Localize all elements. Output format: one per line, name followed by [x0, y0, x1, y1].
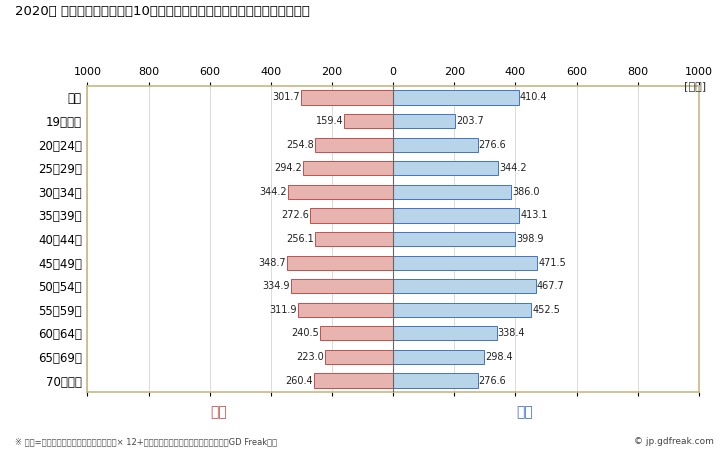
Text: 471.5: 471.5 [538, 258, 566, 267]
Bar [310, 208, 393, 222]
Bar [288, 185, 393, 199]
Bar [393, 350, 484, 364]
Bar [314, 373, 393, 388]
Bar [287, 256, 393, 270]
Text: 338.4: 338.4 [497, 328, 525, 338]
Text: 452.5: 452.5 [532, 305, 561, 315]
Bar [393, 138, 478, 152]
Bar [393, 114, 456, 128]
Bar [325, 350, 393, 364]
Bar [290, 279, 393, 293]
Text: 2020年 民間企業（従業者数10人以上）フルタイム労働者の男女別平均年収: 2020年 民間企業（従業者数10人以上）フルタイム労働者の男女別平均年収 [15, 5, 309, 18]
Text: 256.1: 256.1 [286, 234, 314, 244]
Bar [298, 303, 393, 317]
Text: 344.2: 344.2 [499, 163, 527, 173]
Bar [393, 161, 499, 175]
Bar [393, 256, 537, 270]
Text: 254.8: 254.8 [287, 140, 314, 150]
Text: ※ 年収=「きまって支給する現金給与額」× 12+「年間賞与その他特別給与額」としてGD Freak推計: ※ 年収=「きまって支給する現金給与額」× 12+「年間賞与その他特別給与額」と… [15, 437, 277, 446]
Text: 334.9: 334.9 [262, 281, 290, 291]
Text: [万円]: [万円] [684, 81, 706, 91]
Bar [393, 90, 518, 105]
Bar [393, 303, 531, 317]
Text: 276.6: 276.6 [478, 376, 507, 386]
Text: 298.4: 298.4 [486, 352, 513, 362]
Bar [393, 185, 511, 199]
Text: 467.7: 467.7 [537, 281, 565, 291]
Text: 260.4: 260.4 [285, 376, 312, 386]
Bar [393, 279, 536, 293]
Text: 276.6: 276.6 [478, 140, 507, 150]
Bar [393, 208, 520, 222]
Text: 344.2: 344.2 [259, 187, 287, 197]
Text: 223.0: 223.0 [296, 352, 324, 362]
Bar [301, 90, 393, 105]
Bar [344, 114, 393, 128]
Text: 女性: 女性 [210, 405, 227, 420]
Text: 410.4: 410.4 [520, 92, 547, 102]
Text: 294.2: 294.2 [274, 163, 302, 173]
Text: 413.1: 413.1 [521, 211, 548, 221]
Text: 272.6: 272.6 [281, 211, 309, 221]
Text: 386.0: 386.0 [512, 187, 539, 197]
Text: 159.4: 159.4 [316, 116, 344, 126]
Text: 203.7: 203.7 [456, 116, 484, 126]
Text: 240.5: 240.5 [291, 328, 319, 338]
Bar [393, 373, 478, 388]
Text: © jp.gdfreak.com: © jp.gdfreak.com [633, 437, 713, 446]
Bar [303, 161, 393, 175]
Bar [393, 232, 515, 246]
Bar [320, 327, 393, 341]
Text: 301.7: 301.7 [272, 92, 300, 102]
Bar [314, 232, 393, 246]
Bar [315, 138, 393, 152]
Text: 男性: 男性 [515, 405, 533, 420]
Text: 348.7: 348.7 [258, 258, 285, 267]
Text: 398.9: 398.9 [516, 234, 544, 244]
Text: 311.9: 311.9 [269, 305, 297, 315]
Bar [393, 327, 496, 341]
